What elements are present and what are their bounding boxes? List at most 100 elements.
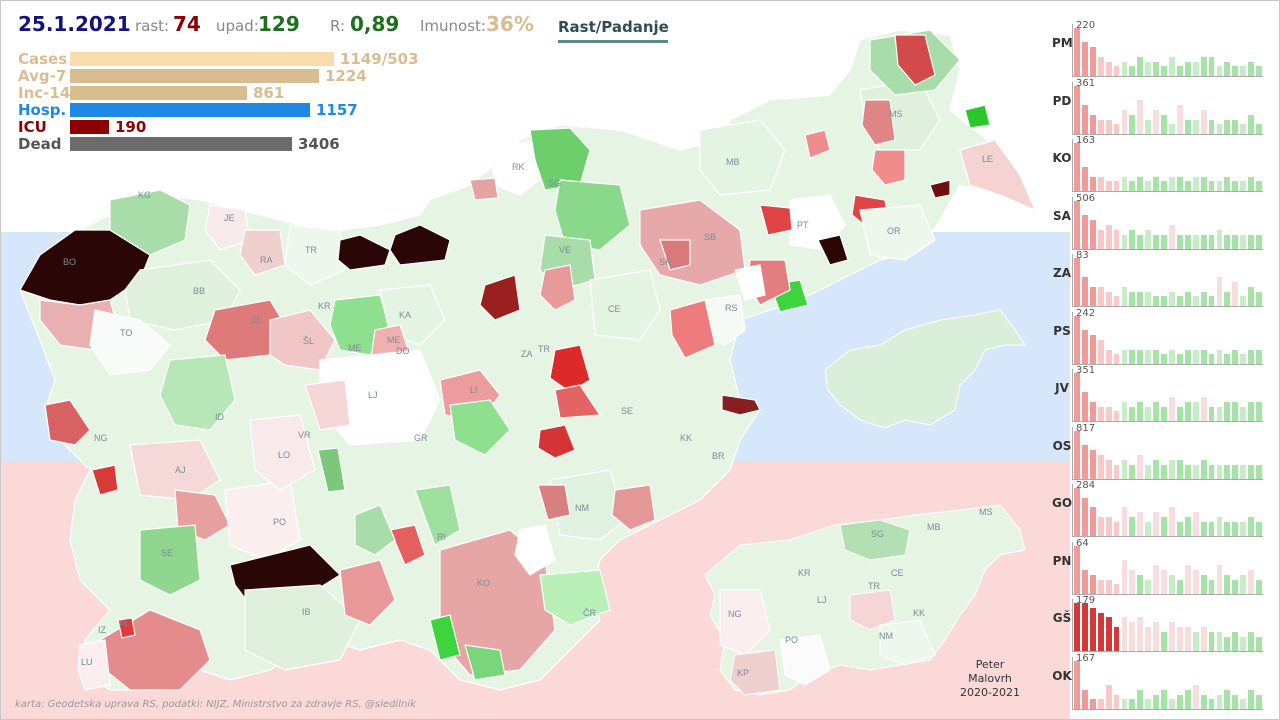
svg-text:PT: PT [797,220,809,230]
sparkline-bar [1145,522,1152,536]
sparkline-bar [1105,459,1112,479]
sparkline-bar [1097,454,1104,479]
sparkline-bar [1192,177,1199,191]
svg-text:CE: CE [891,568,904,578]
growth-decline-toggle-button[interactable]: Rast/Padanje [558,14,669,43]
sparkline-bar [1200,627,1207,651]
svg-text:VR: VR [298,430,311,440]
sparkline-bar [1129,292,1136,306]
stat-bar [70,137,292,151]
sparkline-bar [1074,143,1080,191]
region-se-red [537,424,576,459]
region-panel-label: GŠ [1052,611,1072,625]
mini-map-bottom [704,504,1026,696]
svg-text:NM: NM [575,503,589,513]
sparkline-bar [1176,459,1183,479]
sparkline-bar [1232,66,1239,76]
sparkline-bar [1153,177,1160,191]
sparkline-bar [1161,296,1167,306]
sparkline-bar [1169,622,1175,651]
sparkline-bar [1208,234,1215,249]
sparkline-bar [1224,574,1231,594]
sparkline-bar [1089,47,1096,76]
sparkline-bar [1105,407,1112,421]
region-panel-max: 64 [1076,537,1089,549]
sparkline-bar [1216,407,1223,421]
sparkline-bar [1232,694,1239,709]
sparkline-bar [1240,698,1247,709]
sparkline-bar [1208,522,1215,536]
sparkline-bar [1121,698,1128,709]
region-rs-pink [669,299,716,359]
sparkline-bar [1192,512,1199,536]
stat-label: Avg-7 [18,67,67,85]
region-tr-pink [554,384,602,419]
sparkline-bar [1216,181,1223,191]
sparkline-bar [1153,296,1160,306]
sparkline-bar [1081,167,1088,191]
svg-text:PO: PO [273,517,286,527]
svg-text:JE: JE [224,213,235,223]
region-sparkline [1072,196,1263,250]
sparkline-bar [1224,292,1231,306]
svg-text:ZA: ZA [521,349,533,359]
sparkline-bar [1089,574,1096,594]
stat-label: ICU [18,118,47,136]
sparkline-bar [1145,698,1152,709]
sparkline-bar [1129,622,1136,651]
sparkline-bar [1169,177,1175,191]
sparkline-bar [1074,603,1080,651]
region-ms-pink [861,99,896,146]
region-panel-max: 351 [1076,365,1096,376]
sparkline-bar [1081,104,1088,134]
sparkline-bar [1232,119,1239,134]
sparkline-bar [1184,292,1191,306]
svg-text:LE: LE [982,154,993,164]
sparkline-bar [1176,66,1183,76]
svg-text:NG: NG [94,433,108,443]
sparkline-bar [1153,109,1160,134]
region-nm-pink [537,484,571,521]
immunity-label: Imunost: [420,17,486,35]
sparkline-bar [1121,402,1128,421]
svg-text:KA: KA [399,310,411,320]
sparkline-bar [1200,234,1207,249]
stat-bar [70,120,109,134]
sparkline-bar [1184,181,1191,191]
sparkline-bar [1248,632,1255,651]
sparkline-bar [1137,234,1144,249]
region-sparkline [1072,541,1263,595]
immunity-value: 36% [486,12,534,36]
sparkline-bar [1097,698,1104,709]
svg-text:ŽE: ŽE [251,315,263,325]
sparkline-bar [1216,517,1223,536]
sparkline-bar [1129,407,1136,421]
sparkline-bar [1200,694,1207,709]
region-panel-max: 361 [1076,77,1096,89]
sparkline-bar [1153,512,1160,536]
sparkline-bar [1208,119,1215,134]
sparkline-bar [1248,234,1255,249]
region-panel-label: GO [1052,496,1073,510]
region-nm [549,469,626,541]
sparkline-bar [1137,177,1144,191]
sparkline-bar [1192,464,1199,479]
region-ko-green2 [464,644,506,681]
svg-text:KK: KK [913,608,925,618]
sparkline-bar [1081,277,1088,306]
sparkline-bar [1248,349,1255,364]
sparkline-bar [1208,698,1215,709]
sparkline-bar [1216,632,1223,651]
date-label: 25.1.2021 [18,12,131,36]
region-mb [699,119,786,196]
sparkline-bar [1216,349,1223,364]
sparkline-bar [1161,234,1167,249]
sparkline-bar [1097,287,1104,306]
region-ms-green [964,104,991,129]
region-sparkline [1072,656,1263,710]
sparkline-bar [1105,62,1112,76]
sparkline-bar [1208,57,1215,76]
sparkline-bar [1240,181,1247,191]
sparkline-bar [1256,123,1262,134]
sparkline-bar [1121,349,1128,364]
